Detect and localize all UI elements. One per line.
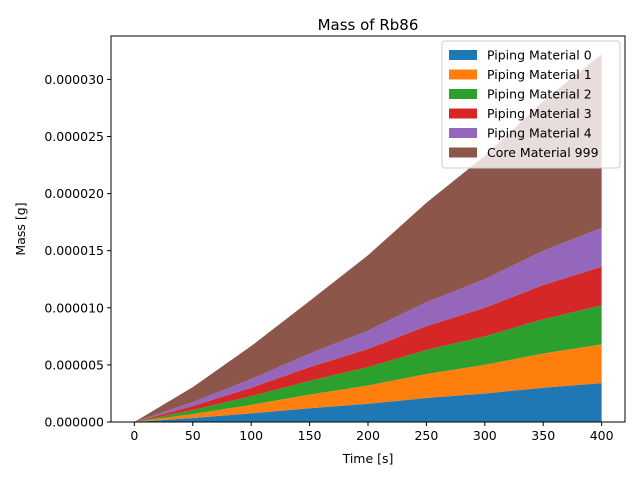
x-tick-label: 0 bbox=[130, 428, 138, 443]
x-tick-label: 200 bbox=[356, 428, 380, 443]
x-tick-label: 150 bbox=[298, 428, 322, 443]
legend-box bbox=[441, 40, 621, 169]
x-axis-title: Time [s] bbox=[342, 451, 394, 466]
area-piping-material-1 bbox=[134, 344, 602, 422]
y-tick-label: 0.000020 bbox=[44, 186, 104, 201]
x-tick-label: 350 bbox=[531, 428, 555, 443]
y-tick-label: 0.000000 bbox=[44, 415, 104, 430]
legend-swatch-piping-material-1 bbox=[449, 69, 477, 80]
area-piping-material-0 bbox=[134, 383, 602, 422]
area-piping-material-2 bbox=[134, 305, 602, 422]
legend-swatch-piping-material-2 bbox=[449, 89, 477, 99]
legend-label-piping-material-4: Piping Material 4 bbox=[487, 126, 592, 141]
area-core-material-999 bbox=[134, 54, 602, 423]
legend-label-piping-material-2: Piping Material 2 bbox=[487, 87, 592, 102]
plot-area-frame bbox=[110, 35, 626, 423]
y-tick-label: 0.000005 bbox=[44, 357, 104, 372]
legend-label-core-material-999: Core Material 999 bbox=[487, 145, 599, 160]
chart-title: Mass of Rb86 bbox=[318, 16, 419, 34]
x-tick-label: 100 bbox=[239, 428, 263, 443]
area-series-group bbox=[134, 54, 602, 423]
y-tick-label: 0.000025 bbox=[44, 129, 104, 144]
legend-swatch-piping-material-4 bbox=[449, 128, 477, 138]
legend-label-piping-material-3: Piping Material 3 bbox=[487, 106, 592, 121]
x-tick-label: 400 bbox=[590, 428, 614, 443]
legend-label-piping-material-1: Piping Material 1 bbox=[487, 67, 592, 82]
area-piping-material-3 bbox=[134, 266, 602, 422]
area-piping-material-4 bbox=[134, 227, 602, 422]
legend-swatch-core-material-999 bbox=[449, 147, 477, 158]
legend-label-piping-material-0: Piping Material 0 bbox=[487, 48, 592, 63]
y-tick-label: 0.000030 bbox=[44, 72, 104, 87]
x-tick-label: 50 bbox=[185, 428, 201, 443]
x-tick-label: 250 bbox=[414, 428, 438, 443]
legend: Piping Material 0 Piping Material 1 Piping… bbox=[441, 40, 621, 169]
legend-swatch-piping-material-0 bbox=[449, 50, 477, 60]
y-axis-ticks: 0.000000 0.000005 0.000010 0.000015 0.000020… bbox=[44, 72, 111, 430]
x-tick-label: 300 bbox=[473, 428, 497, 443]
y-axis-title: Mass [g] bbox=[13, 202, 28, 255]
x-axis-ticks: 0 50 100 150 200 250 300 350 400 bbox=[130, 422, 614, 443]
y-tick-label: 0.000010 bbox=[44, 300, 104, 315]
legend-swatch-piping-material-3 bbox=[449, 108, 477, 119]
y-tick-label: 0.000015 bbox=[44, 243, 104, 258]
